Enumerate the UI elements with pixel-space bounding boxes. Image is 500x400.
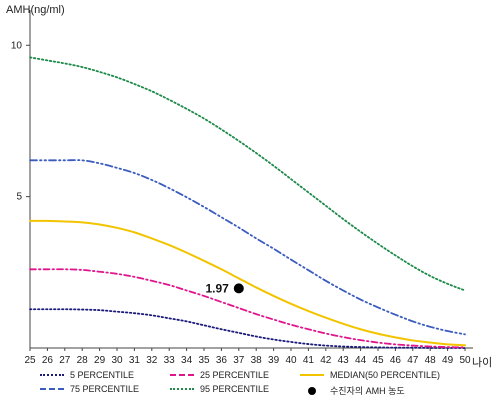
legend-swatch: [170, 388, 194, 390]
x-axis-title: 나이: [472, 356, 492, 369]
x-tick-label: 34: [181, 355, 193, 366]
x-tick-label: 32: [146, 355, 158, 366]
x-tick-label: 30: [111, 355, 123, 366]
x-tick-label: 26: [42, 355, 54, 366]
x-tick-label: 37: [233, 355, 245, 366]
legend-item-75-percentile: 75 PERCENTILE: [40, 384, 139, 394]
legend-dot-icon: [308, 386, 316, 395]
x-tick-label: 46: [390, 355, 402, 366]
legend: 5 PERCENTILE 25 PERCENTILE MEDIAN(50 PER…: [40, 370, 480, 398]
legend-label: 25 PERCENTILE: [200, 370, 270, 380]
legend-swatch: [40, 374, 64, 376]
legend-label: 95 PERCENTILE: [200, 384, 270, 394]
series-layer: [29, 56, 466, 349]
x-tick-label: 42: [320, 355, 332, 366]
x-tick-label: 44: [355, 355, 367, 366]
axes: 5 10 25 26 27 28 29 30 31 32 33 34 35 36 37 38 39 40 41 42 4…: [11, 10, 473, 366]
series-line-75-percentile: [29, 159, 466, 336]
highlight-layer: 1.97: [205, 281, 244, 295]
amh-percentile-chart: 5 10 25 26 27 28 29 30 31 32 33 34 35 36 37 38 39 40 41 42 4…: [6, 4, 492, 369]
legend-label: 75 PERCENTILE: [70, 384, 140, 394]
x-tick-label: 50: [459, 355, 471, 366]
x-tick-label: 45: [372, 355, 384, 366]
x-tick-label: 40: [285, 355, 297, 366]
x-tick-label: 43: [338, 355, 350, 366]
y-axis-title: AMH(ng/ml): [6, 4, 65, 16]
legend-item-patient-amh: 수진자의 AMH 농도: [300, 384, 405, 397]
legend-label: 5 PERCENTILE: [70, 370, 135, 380]
x-tick-label: 31: [129, 355, 141, 366]
legend-swatch: [40, 388, 64, 390]
x-tick-label: 35: [198, 355, 210, 366]
legend-swatch: [300, 374, 324, 376]
legend-item-5-percentile: 5 PERCENTILE: [40, 370, 134, 380]
patient-amh-value-label: 1.97: [205, 281, 229, 295]
x-tick-label: 48: [425, 355, 437, 366]
legend-item-95-percentile: 95 PERCENTILE: [170, 384, 269, 394]
patient-amh-point: [233, 283, 244, 294]
series-line-95-percentile: [29, 56, 466, 292]
y-tick-label: 10: [11, 40, 23, 51]
x-tick-label: 33: [164, 355, 176, 366]
x-tick-label: 49: [442, 355, 454, 366]
x-tick-label: 29: [94, 355, 106, 366]
x-tick-label: 25: [24, 355, 36, 366]
series-line-median-50-percentile: [29, 219, 466, 347]
y-tick-label: 5: [16, 192, 22, 203]
x-tick-label: 39: [268, 355, 280, 366]
legend-label: 수진자의 AMH 농도: [330, 386, 405, 396]
x-tick-label: 27: [59, 355, 71, 366]
x-tick-label: 36: [216, 355, 228, 366]
legend-label: MEDIAN(50 PERCENTILE): [330, 370, 441, 380]
legend-item-25-percentile: 25 PERCENTILE: [170, 370, 269, 380]
x-tick-label: 47: [407, 355, 419, 366]
x-tick-label: 41: [303, 355, 315, 366]
series-line-5-percentile: [29, 308, 466, 349]
legend-swatch: [170, 374, 194, 376]
series-line-25-percentile: [29, 268, 466, 349]
x-tick-label: 38: [251, 355, 263, 366]
legend-item-median: MEDIAN(50 PERCENTILE): [300, 370, 440, 380]
x-tick-label: 28: [77, 355, 89, 366]
